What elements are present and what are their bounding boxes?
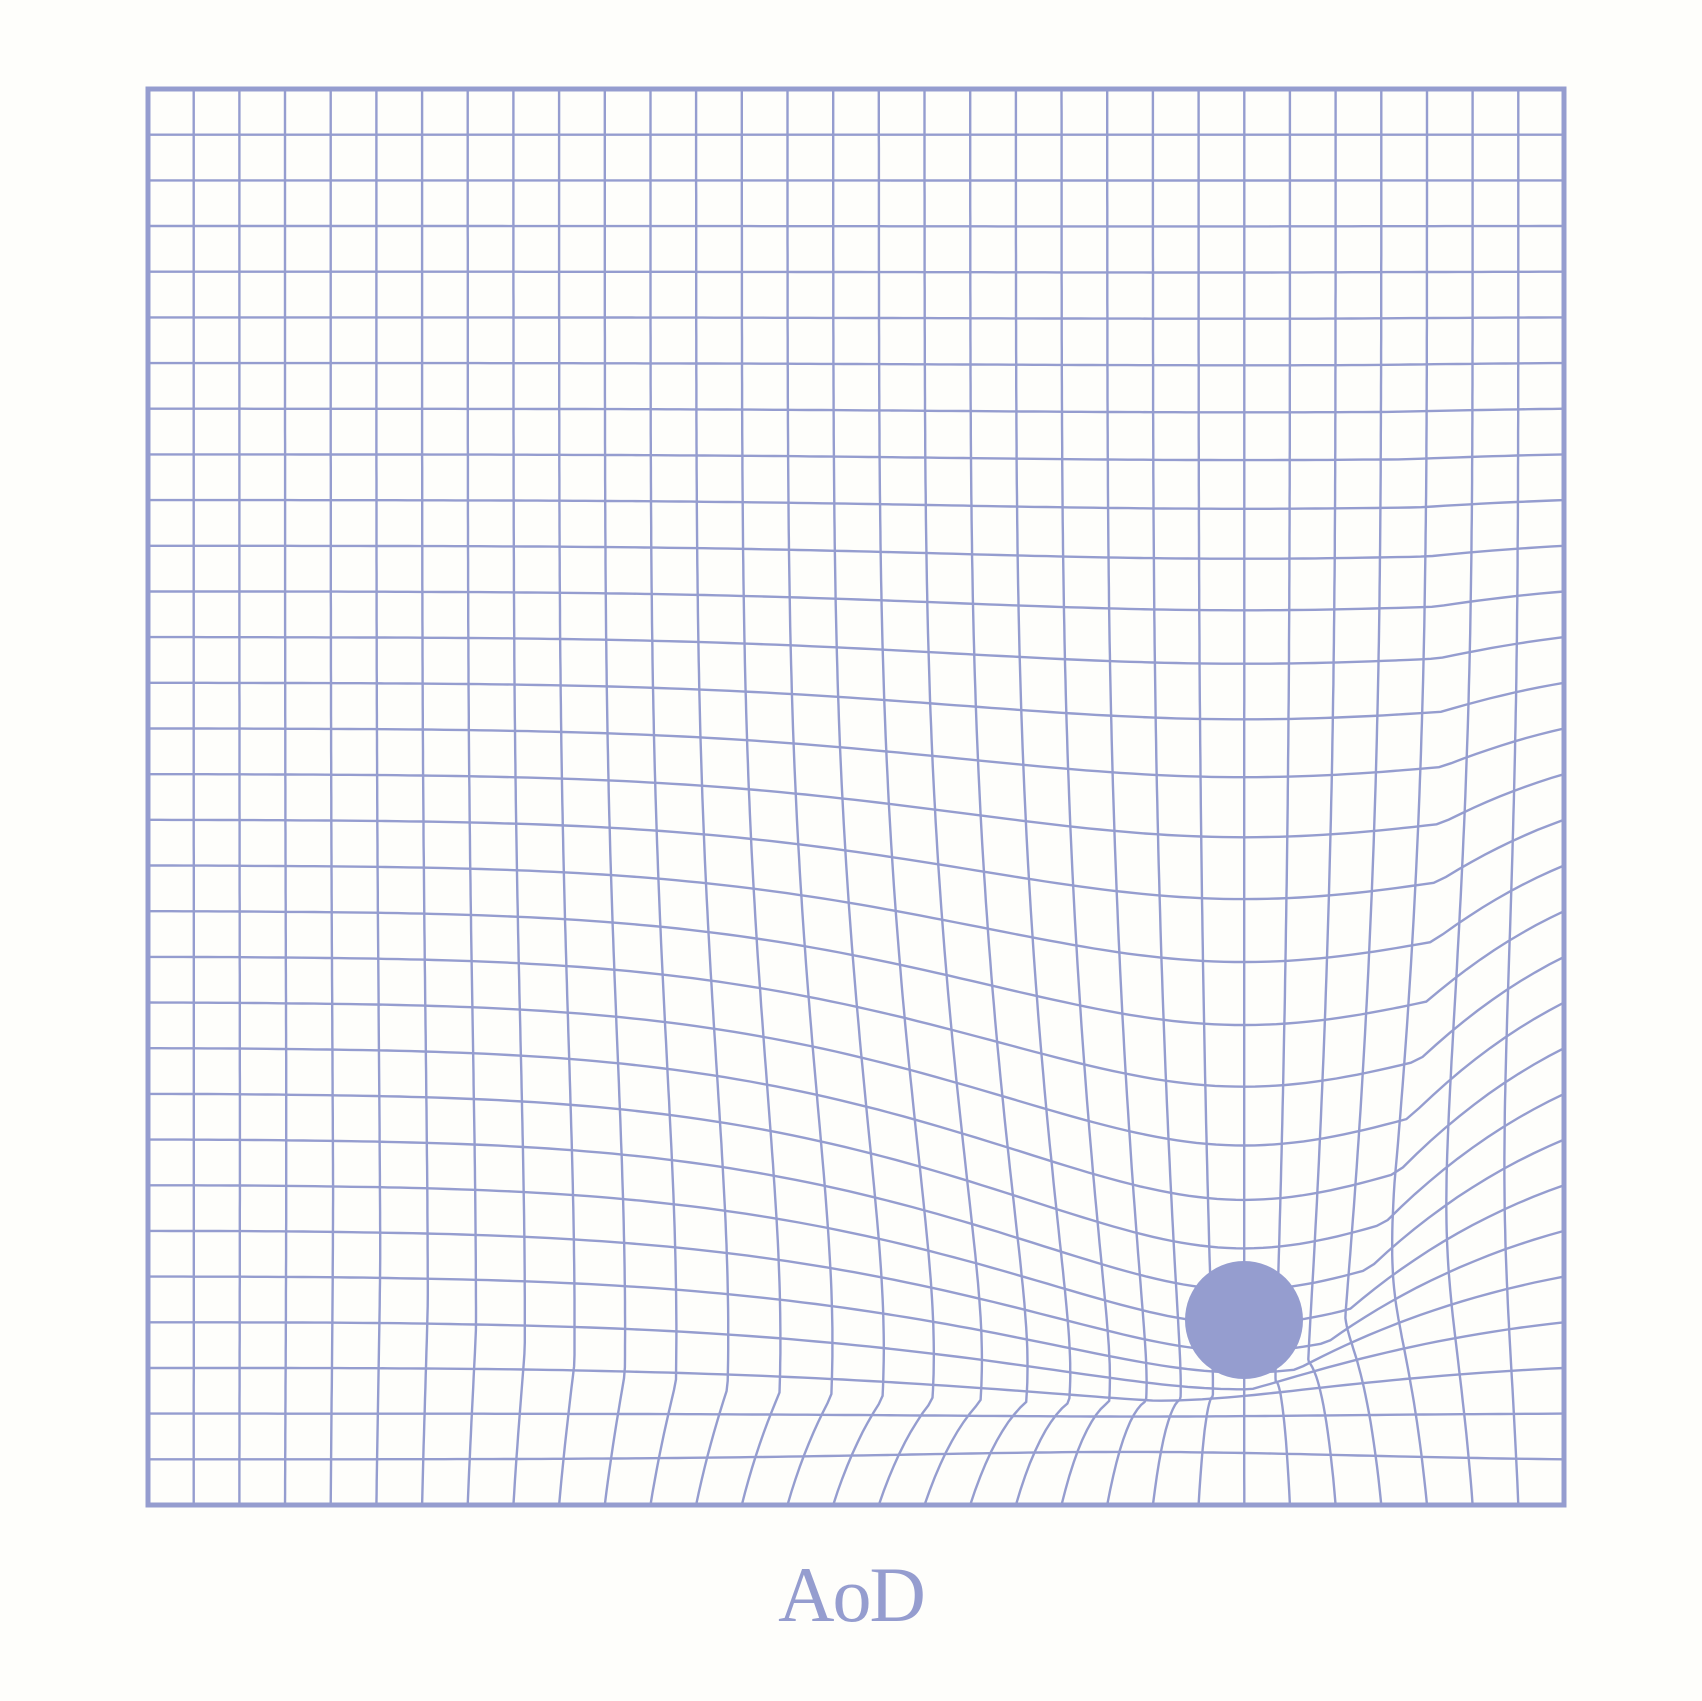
- grid-line-horizontal: [148, 1450, 1565, 1461]
- grid-line-horizontal: [148, 681, 1565, 721]
- grid-line-horizontal: [148, 773, 1565, 839]
- grid-line-vertical: [1391, 89, 1429, 1506]
- grid-line-vertical: [238, 89, 242, 1505]
- grid-line-horizontal: [148, 955, 1565, 1088]
- grid-line-vertical: [923, 89, 984, 1506]
- grid-line-vertical: [375, 89, 382, 1506]
- grid-line-vertical: [1151, 89, 1182, 1506]
- grid-line-horizontal: [148, 1321, 1565, 1391]
- grid-line-vertical: [1060, 89, 1112, 1506]
- grid-line-vertical: [694, 89, 730, 1506]
- grid-line-vertical: [603, 89, 627, 1506]
- grid-line-vertical: [1106, 89, 1148, 1506]
- grid-line-horizontal: [148, 1184, 1565, 1326]
- grid-line-horizontal: [148, 270, 1564, 274]
- grid-line-horizontal: [148, 544, 1565, 560]
- grid-line-horizontal: [148, 1138, 1565, 1292]
- grid-line-horizontal: [148, 635, 1565, 665]
- grid-line-horizontal: [148, 864, 1565, 964]
- grid-line-horizontal: [148, 1229, 1565, 1353]
- grid-line-vertical: [1445, 89, 1474, 1506]
- grid-line-vertical: [420, 89, 429, 1506]
- grid-line-horizontal: [148, 1047, 1565, 1202]
- grid-line-vertical: [283, 89, 288, 1506]
- grid-line-horizontal: [148, 361, 1564, 367]
- grid-line-vertical: [877, 89, 935, 1506]
- grid-line-horizontal: [148, 316, 1564, 320]
- grid-line-vertical: [466, 89, 478, 1506]
- grid-line-horizontal: [148, 727, 1565, 779]
- gravity-mass-ball: [1185, 1261, 1303, 1379]
- grid-line-vertical: [329, 89, 335, 1506]
- grid-line-horizontal: [148, 910, 1565, 1027]
- grid-line-horizontal: [147, 1001, 1565, 1147]
- grid-line-horizontal: [148, 1412, 1565, 1418]
- grid-frame: [145, 86, 1567, 1508]
- grid-line-vertical: [1344, 89, 1383, 1506]
- grid-lines: [147, 89, 1565, 1506]
- grid-line-horizontal: [148, 1275, 1565, 1374]
- logo-wordmark: AoD: [778, 1551, 926, 1638]
- grid-line-vertical: [832, 89, 885, 1506]
- grid-line-vertical: [557, 89, 576, 1506]
- grid-line-horizontal: [148, 818, 1565, 901]
- grid-line-vertical: [1014, 89, 1072, 1506]
- grid-line-horizontal: [148, 1092, 1565, 1250]
- grid-line-horizontal: [148, 590, 1565, 612]
- grid-line-vertical: [512, 89, 526, 1506]
- grid-line-vertical: [649, 89, 678, 1506]
- grid-line-horizontal: [148, 407, 1565, 414]
- grid-line-vertical: [740, 89, 782, 1506]
- grid-line-vertical: [969, 89, 1029, 1506]
- grid-line-horizontal: [148, 1366, 1565, 1402]
- grid-line-vertical: [1307, 89, 1337, 1506]
- grid-line-vertical: [786, 89, 834, 1506]
- grid-line-horizontal: [148, 453, 1565, 462]
- grid-line-vertical: [1503, 89, 1520, 1506]
- grid-line-horizontal: [148, 498, 1565, 510]
